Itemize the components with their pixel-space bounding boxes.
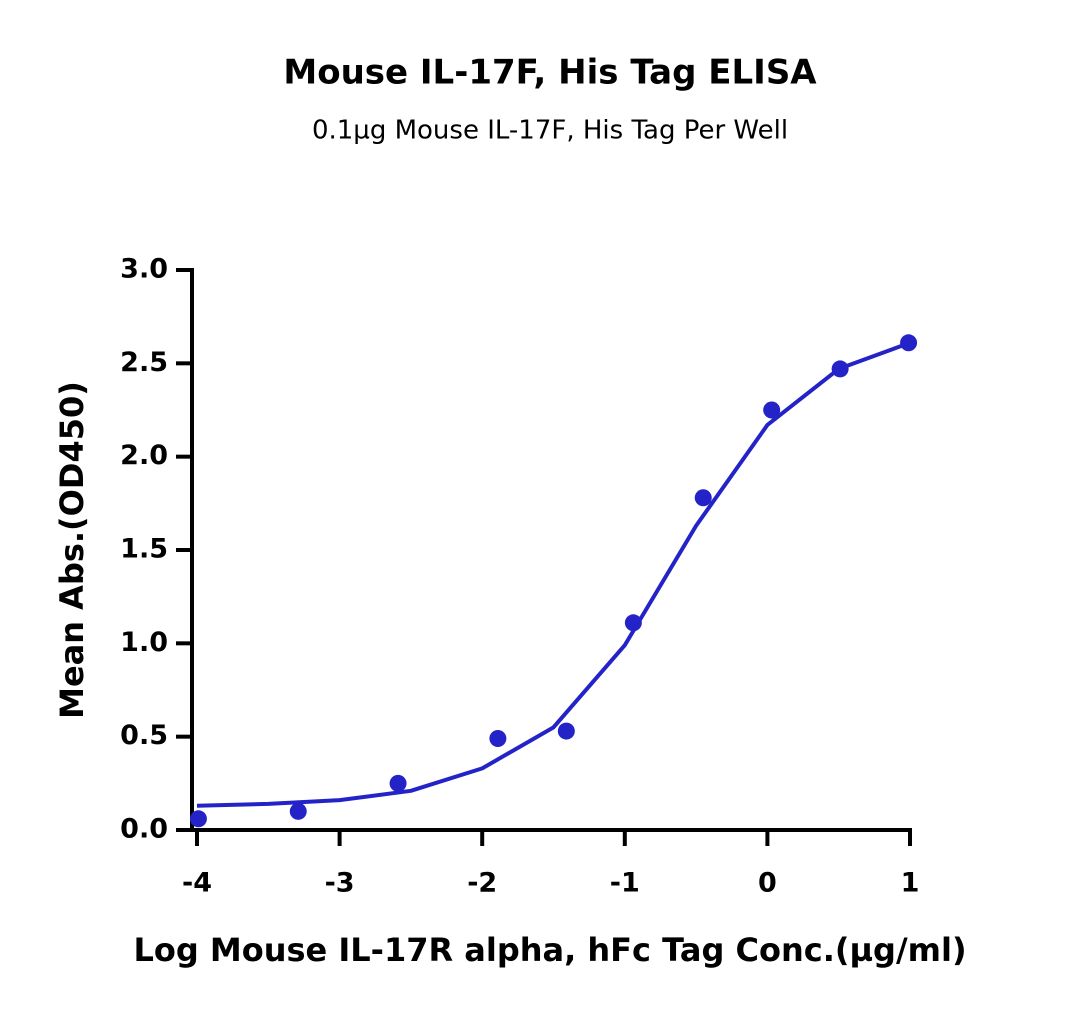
data-point bbox=[694, 489, 712, 507]
data-point bbox=[557, 722, 575, 740]
x-axis-label: Log Mouse IL-17R alpha, hFc Tag Conc.(µg… bbox=[133, 931, 966, 969]
x-tick-label: 1 bbox=[901, 868, 920, 899]
y-tick-label: 0.0 bbox=[120, 814, 168, 845]
x-tick-label: -2 bbox=[467, 868, 497, 899]
data-point bbox=[189, 810, 207, 828]
y-tick-label: 0.5 bbox=[120, 720, 168, 751]
y-tick-label: 1.0 bbox=[120, 627, 168, 658]
x-tick-label: 0 bbox=[758, 868, 777, 899]
y-tick-label: 2.5 bbox=[120, 347, 168, 378]
y-tick-label: 3.0 bbox=[120, 254, 168, 285]
data-point bbox=[389, 774, 407, 792]
y-tick-label: 1.5 bbox=[120, 534, 168, 565]
x-tick-label: -1 bbox=[610, 868, 640, 899]
chart-title: Mouse IL-17F, His Tag ELISA bbox=[283, 53, 817, 93]
chart-subtitle: 0.1µg Mouse IL-17F, His Tag Per Well bbox=[312, 116, 788, 146]
x-tick-label: -3 bbox=[325, 868, 355, 899]
y-axis-label: Mean Abs.(OD450) bbox=[53, 381, 91, 719]
data-point bbox=[489, 730, 507, 748]
data-point bbox=[763, 401, 781, 419]
y-tick-label: 2.0 bbox=[120, 440, 168, 471]
data-point bbox=[289, 802, 307, 820]
x-tick-label: -4 bbox=[182, 868, 212, 899]
fit-curve bbox=[196, 340, 911, 808]
